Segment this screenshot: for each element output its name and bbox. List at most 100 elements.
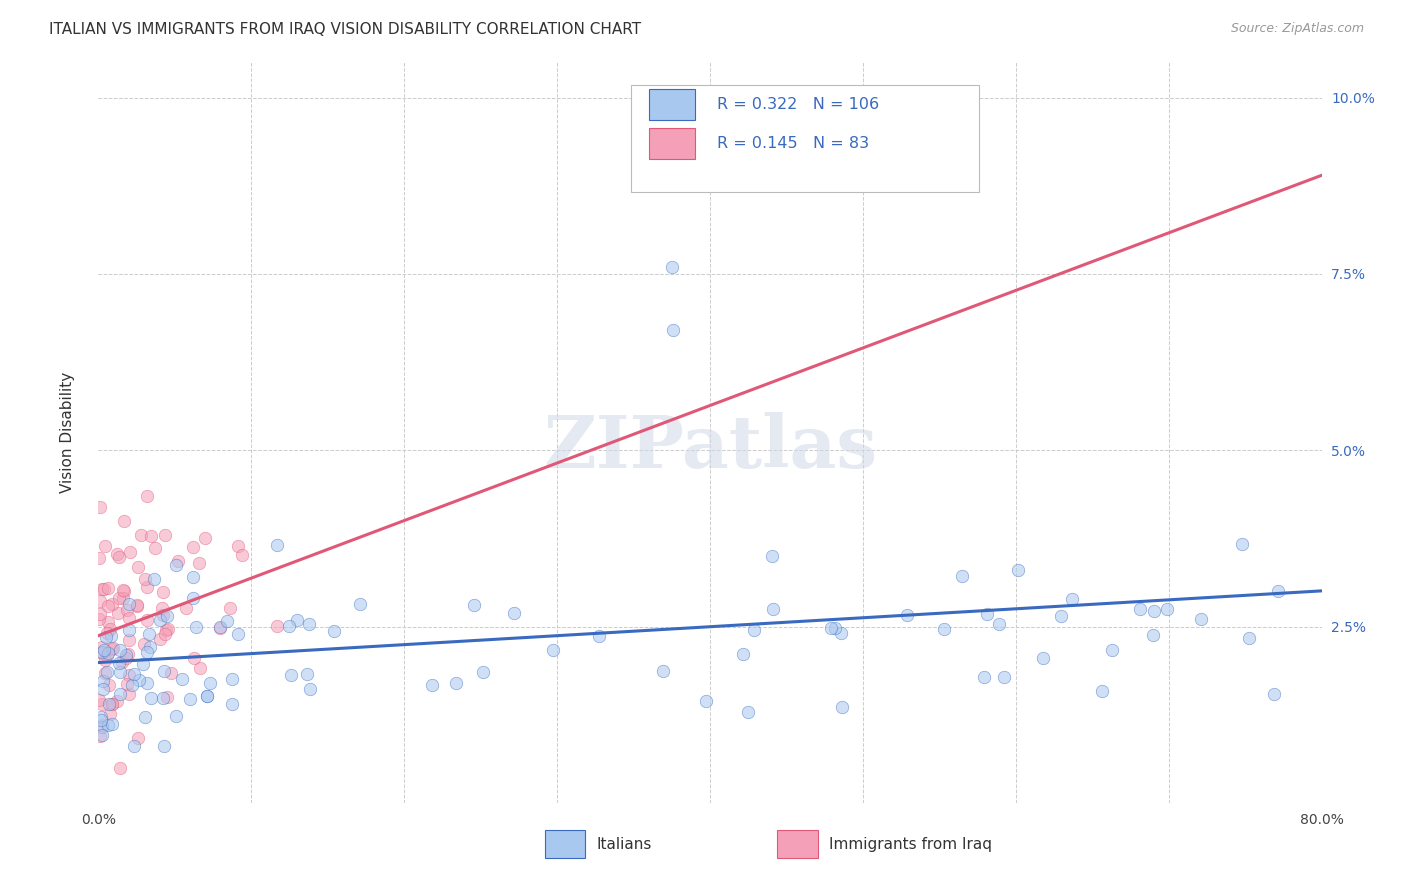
Point [266, 619, 288, 633]
Point [170, 672, 193, 686]
Point [661, 260, 683, 274]
Point [127, 731, 149, 745]
Point [762, 602, 785, 616]
Point [121, 678, 143, 692]
Text: Italians: Italians [596, 837, 651, 852]
Point [100, 629, 122, 643]
Point [731, 647, 754, 661]
Point [174, 601, 197, 615]
Point [661, 161, 683, 176]
Text: ITALIAN VS IMMIGRANTS FROM IRAQ VISION DISABILITY CORRELATION CHART: ITALIAN VS IMMIGRANTS FROM IRAQ VISION D… [49, 22, 641, 37]
Point [278, 619, 301, 633]
Point [662, 323, 685, 337]
Point [1142, 628, 1164, 642]
Point [472, 665, 495, 679]
Point [89, 607, 111, 622]
FancyBboxPatch shape [630, 85, 979, 192]
Point [298, 681, 321, 696]
Point [824, 621, 846, 635]
Point [737, 705, 759, 719]
Point [1230, 537, 1253, 551]
Point [209, 620, 232, 634]
Point [208, 621, 231, 635]
Point [96, 615, 118, 630]
Point [136, 613, 159, 627]
Point [90, 714, 112, 728]
Point [183, 650, 205, 665]
Point [100, 642, 122, 657]
Point [115, 677, 138, 691]
Point [1237, 631, 1260, 645]
Point [761, 549, 783, 563]
Point [156, 690, 179, 704]
Point [1129, 602, 1152, 616]
Point [143, 572, 166, 586]
Point [149, 632, 172, 647]
Point [111, 582, 134, 597]
Y-axis label: Vision Disability: Vision Disability [60, 372, 75, 493]
Point [695, 693, 717, 707]
Point [1267, 583, 1289, 598]
Point [91, 681, 114, 696]
Text: ZIPatlas: ZIPatlas [543, 412, 877, 483]
Point [96, 625, 118, 640]
Point [101, 697, 124, 711]
Point [101, 717, 124, 731]
Point [91, 697, 114, 711]
Point [108, 760, 131, 774]
Point [194, 531, 217, 545]
Point [152, 739, 174, 754]
Point [89, 500, 111, 514]
Point [143, 541, 166, 555]
Point [541, 642, 564, 657]
Point [89, 729, 111, 743]
Point [96, 665, 118, 680]
Point [114, 648, 136, 662]
Point [122, 666, 145, 681]
Point [156, 609, 179, 624]
Point [111, 655, 134, 669]
Point [97, 646, 120, 660]
Point [91, 673, 114, 688]
Point [152, 608, 174, 623]
Point [107, 656, 129, 670]
Point [139, 528, 162, 542]
Point [651, 664, 673, 678]
Point [165, 558, 187, 572]
Point [195, 690, 218, 704]
Point [973, 670, 995, 684]
Point [90, 645, 112, 659]
Point [118, 687, 141, 701]
Point [139, 690, 162, 705]
Point [155, 626, 177, 640]
Point [118, 668, 141, 682]
Point [118, 610, 141, 624]
Point [588, 629, 610, 643]
Point [94, 653, 117, 667]
Point [105, 694, 128, 708]
Point [323, 624, 346, 639]
Point [114, 583, 136, 598]
Point [1032, 651, 1054, 665]
Point [94, 539, 117, 553]
Point [463, 599, 485, 613]
Point [152, 691, 174, 706]
Point [115, 651, 138, 665]
Point [108, 665, 131, 680]
Point [226, 627, 249, 641]
Point [285, 613, 308, 627]
Point [87, 692, 110, 706]
Point [226, 539, 249, 553]
Point [160, 666, 183, 681]
Point [98, 706, 121, 721]
Point [221, 673, 243, 687]
Point [135, 580, 157, 594]
Point [101, 697, 124, 711]
Point [165, 709, 187, 723]
Point [149, 613, 172, 627]
Point [215, 614, 238, 628]
Point [117, 647, 139, 661]
Point [93, 582, 115, 596]
Point [1143, 604, 1166, 618]
Point [135, 489, 157, 503]
